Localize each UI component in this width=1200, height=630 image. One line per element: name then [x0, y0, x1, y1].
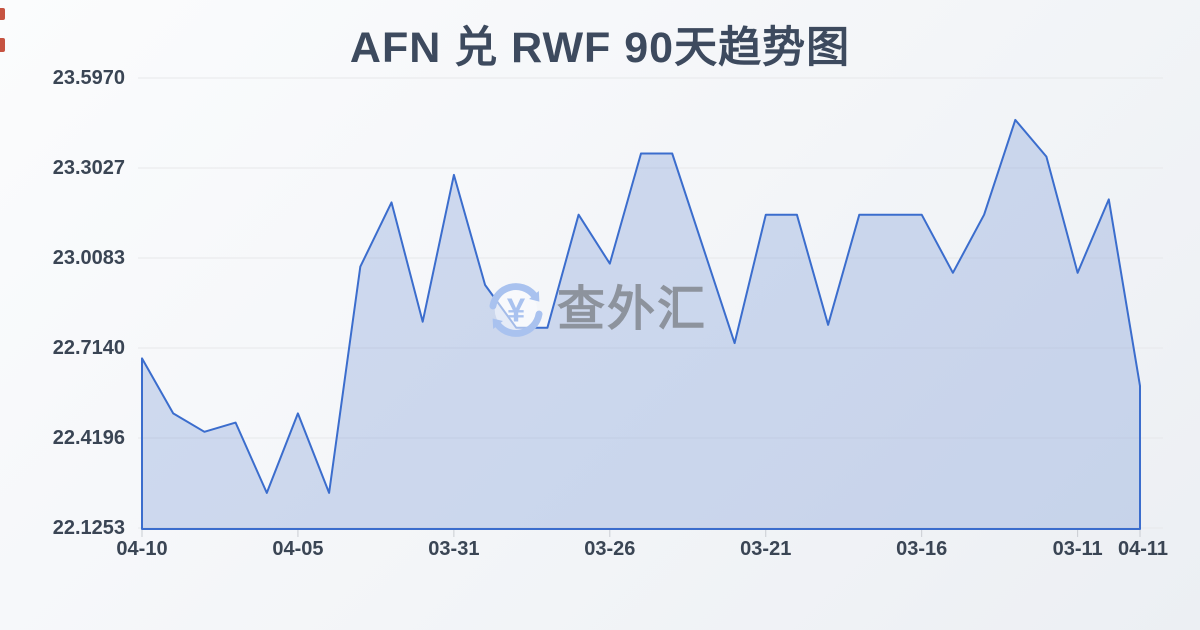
x-axis-tick-label: 03-31 — [428, 538, 480, 560]
currency-exchange-icon: ¥ — [489, 283, 543, 337]
left-edge-artifact — [0, 38, 5, 52]
x-axis-tick-label: 03-21 — [740, 538, 792, 560]
watermark-text: 查外汇 — [557, 283, 708, 336]
y-axis-tick-label: 23.5970 — [52, 67, 125, 89]
y-axis-tick-label: 23.0083 — [52, 247, 125, 269]
top-arrowhead — [529, 290, 540, 302]
x-axis-tick-label: 04-11 — [1117, 538, 1169, 560]
x-axis-tick-label: 03-11 — [1052, 538, 1103, 560]
y-axis-tick-label: 22.4196 — [52, 427, 125, 449]
chart-title: AFN 兑 RWF 90天趋势图 — [349, 24, 851, 72]
x-axis-tick-label: 04-05 — [272, 538, 324, 560]
x-axis-tick-label: 04-10 — [116, 538, 168, 560]
top-arrow-arc — [489, 283, 538, 310]
bottom-arrow-arc — [494, 310, 543, 337]
bottom-arrowhead — [492, 318, 503, 330]
trend-area-series — [141, 118, 1141, 530]
icon-circle — [494, 288, 538, 332]
watermark: ¥ 查外汇 — [482, 276, 707, 344]
x-axis-tick-label: 03-26 — [584, 538, 636, 560]
yen-glyph: ¥ — [507, 292, 526, 329]
left-edge-artifact — [0, 8, 5, 20]
x-axis-tick-label: 03-16 — [896, 538, 948, 560]
y-axis-tick-label: 22.1253 — [52, 517, 125, 539]
y-axis-tick-label: 23.3027 — [52, 156, 125, 179]
y-axis-tick-label: 22.7140 — [52, 336, 125, 359]
